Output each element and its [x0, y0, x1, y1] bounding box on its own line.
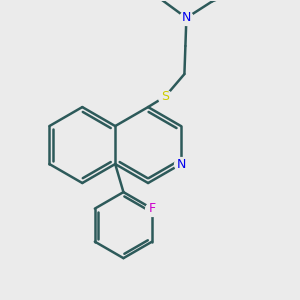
Text: N: N	[176, 158, 186, 170]
Text: F: F	[148, 202, 156, 215]
Text: S: S	[161, 90, 169, 103]
Text: N: N	[182, 11, 191, 24]
